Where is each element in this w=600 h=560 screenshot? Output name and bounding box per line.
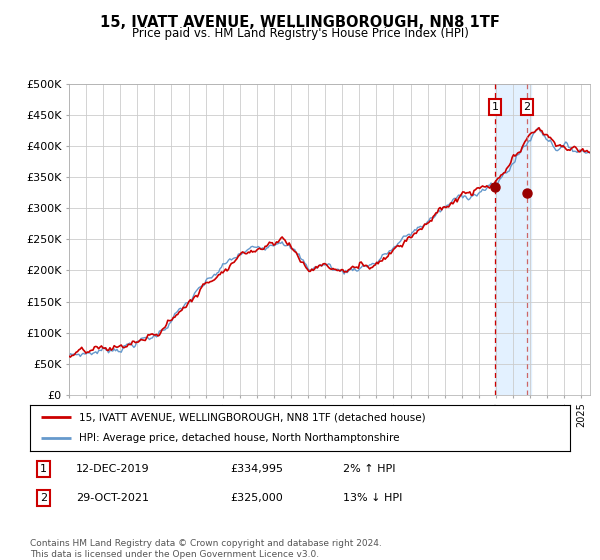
Text: £325,000: £325,000 [230, 493, 283, 503]
Text: 2: 2 [524, 102, 530, 112]
Text: 2: 2 [40, 493, 47, 503]
Text: £334,995: £334,995 [230, 464, 283, 474]
Text: Price paid vs. HM Land Registry's House Price Index (HPI): Price paid vs. HM Land Registry's House … [131, 27, 469, 40]
Text: 15, IVATT AVENUE, WELLINGBOROUGH, NN8 1TF: 15, IVATT AVENUE, WELLINGBOROUGH, NN8 1T… [100, 15, 500, 30]
Text: Contains HM Land Registry data © Crown copyright and database right 2024.
This d: Contains HM Land Registry data © Crown c… [30, 539, 382, 559]
Text: 1: 1 [40, 464, 47, 474]
Text: 13% ↓ HPI: 13% ↓ HPI [343, 493, 403, 503]
Text: HPI: Average price, detached house, North Northamptonshire: HPI: Average price, detached house, Nort… [79, 433, 399, 444]
Text: 12-DEC-2019: 12-DEC-2019 [76, 464, 149, 474]
Text: 15, IVATT AVENUE, WELLINGBOROUGH, NN8 1TF (detached house): 15, IVATT AVENUE, WELLINGBOROUGH, NN8 1T… [79, 412, 425, 422]
Text: 2% ↑ HPI: 2% ↑ HPI [343, 464, 396, 474]
Text: 1: 1 [491, 102, 499, 112]
Bar [495, 84, 532, 395]
Text: 29-OCT-2021: 29-OCT-2021 [76, 493, 149, 503]
